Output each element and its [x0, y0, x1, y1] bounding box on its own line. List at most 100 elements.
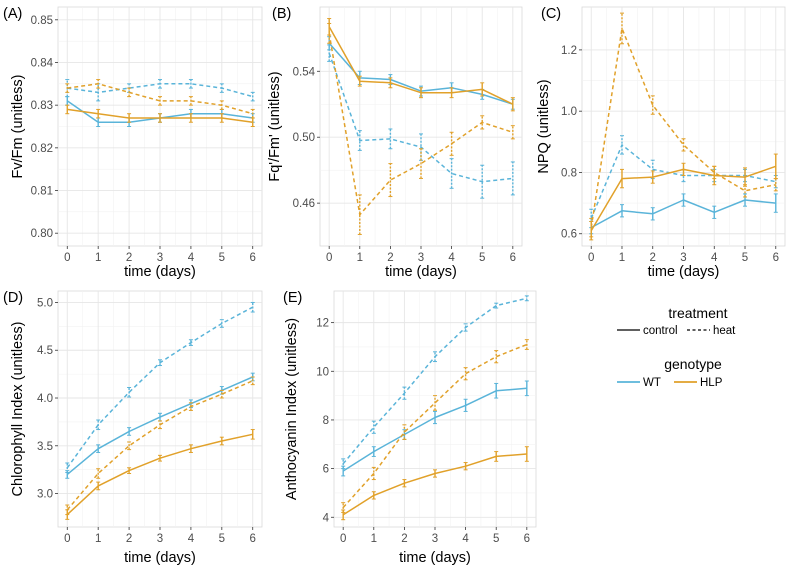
x-axis-title: time (days)	[399, 550, 471, 566]
x-tick-label: 4	[188, 533, 195, 545]
panel-b: 0.46 0.50 0.54 0 1 2 3 4 5 6 time (days) Fq'/Fm' (u…	[267, 6, 523, 280]
x-tick-label: 4	[711, 252, 718, 264]
y-tick-label: 0.80	[31, 228, 53, 240]
y-tick-label: 0.84	[31, 57, 54, 69]
y-tick-label: 8	[323, 415, 329, 427]
x-tick-label: 2	[387, 252, 393, 264]
y-tick-label: 0.46	[293, 198, 315, 210]
legend-label-hlp: HLP	[700, 377, 723, 389]
y-tick-label: 0.81	[31, 186, 53, 198]
x-tick-label: 1	[371, 533, 377, 545]
panel-tag: (D)	[3, 290, 23, 306]
x-tick-label: 1	[619, 252, 625, 264]
series-wt-heat	[65, 301, 255, 474]
legend-title-genotype: genotype	[664, 356, 722, 372]
y-tick-label: 4.5	[37, 345, 53, 357]
series-hlp-heat	[341, 339, 529, 513]
series-hlp-heat	[65, 376, 255, 516]
x-tick-label: 6	[250, 252, 256, 264]
x-tick-label: 5	[219, 252, 225, 264]
legend-label-heat: heat	[713, 325, 736, 337]
y-axis-title: Anthocyanin Index (unitless)	[284, 318, 300, 500]
x-tick-label: 0	[64, 533, 70, 545]
series-line	[328, 33, 514, 216]
x-tick-label: 1	[95, 252, 101, 264]
series-hlp-control	[327, 18, 515, 112]
x-tick-label: 3	[432, 533, 438, 545]
x-tick-label: 6	[250, 533, 256, 545]
y-tick-label: 10	[316, 366, 329, 378]
panel-d: 3.0 3.5 4.0 4.5 5.0 0 1 2 3 4 5 6 time (days) Chlorop…	[3, 290, 263, 566]
series-hlp-heat	[327, 22, 515, 235]
legend-title-treatment: treatment	[668, 305, 727, 321]
panel-tag: (C)	[541, 6, 561, 22]
y-tick-label: 0.83	[31, 100, 53, 112]
series-hlp-control	[65, 429, 255, 520]
x-axis-title: time (days)	[648, 264, 720, 280]
x-tick-label: 4	[462, 533, 469, 545]
y-tick-label: 1.0	[561, 106, 577, 118]
y-axis-title: NPQ (unitless)	[536, 79, 552, 173]
panel-tag: (B)	[272, 6, 291, 22]
y-tick-label: 5.0	[37, 297, 53, 309]
series-line	[328, 52, 513, 183]
x-tick-label: 3	[418, 252, 424, 264]
x-tick-label: 2	[650, 252, 656, 264]
series-hlp-control	[65, 104, 255, 127]
x-tick-label: 2	[126, 533, 132, 545]
y-tick-label: 0.50	[293, 132, 315, 144]
x-tick-label: 0	[64, 252, 70, 264]
y-tick-label: 0.8	[561, 167, 577, 179]
x-tick-label: 0	[588, 252, 594, 264]
x-tick-label: 4	[448, 252, 455, 264]
x-axis-title: time (days)	[385, 264, 457, 280]
x-tick-label: 0	[326, 252, 332, 264]
y-tick-label: 0.54	[293, 66, 316, 78]
x-axis-title: time (days)	[124, 550, 196, 566]
y-tick-label: 3.0	[37, 489, 53, 501]
x-tick-label: 3	[157, 533, 163, 545]
y-tick-label: 0.6	[561, 229, 577, 241]
y-tick-label: 6	[323, 464, 329, 476]
x-tick-label: 4	[188, 252, 195, 264]
y-tick-label: 3.5	[37, 441, 53, 453]
x-tick-label: 2	[401, 533, 407, 545]
series-hlp-heat	[65, 79, 255, 119]
legend-label-control: control	[643, 325, 678, 337]
series-wt-heat	[341, 295, 529, 470]
y-tick-label: 1.2	[561, 45, 577, 57]
x-tick-label: 5	[493, 533, 499, 545]
panel-tag: (E)	[283, 290, 302, 306]
x-axis-title: time (days)	[124, 264, 196, 280]
series-hlp-control	[341, 446, 529, 521]
x-tick-label: 2	[126, 252, 132, 264]
x-tick-label: 5	[742, 252, 748, 264]
series-line	[342, 343, 528, 509]
x-tick-label: 1	[95, 533, 101, 545]
x-tick-label: 6	[773, 252, 779, 264]
x-tick-label: 3	[157, 252, 163, 264]
panel-a: 0.80 0.81 0.82 0.83 0.84 0.85 0 1 2 3 4 5 6 time (day…	[3, 6, 263, 280]
y-tick-label: 4	[323, 512, 330, 524]
y-tick-label: 4.0	[37, 393, 53, 405]
x-tick-label: 0	[340, 533, 346, 545]
x-tick-label: 3	[680, 252, 686, 264]
x-tick-label: 6	[524, 533, 530, 545]
y-axis-title: Fv/Fm (unitless)	[10, 75, 26, 179]
y-tick-label: 0.82	[31, 143, 53, 155]
panel-tag: (A)	[3, 6, 22, 22]
panel-c: 0.6 0.8 1.0 1.2 0 1 2 3 4 5 6 time (days) NPQ (unitl…	[536, 6, 786, 280]
legend-label-wt: WT	[643, 377, 661, 389]
x-tick-label: 5	[479, 252, 485, 264]
x-tick-label: 6	[510, 252, 516, 264]
x-tick-label: 1	[357, 252, 363, 264]
y-tick-label: 0.85	[31, 15, 53, 27]
x-tick-label: 5	[219, 533, 225, 545]
y-tick-label: 12	[316, 318, 329, 330]
y-axis-title: Chlorophyll Index (unitless)	[10, 322, 26, 497]
y-axis-title: Fq'/Fm' (unitless)	[267, 71, 283, 181]
series-hlp-control	[589, 153, 778, 241]
